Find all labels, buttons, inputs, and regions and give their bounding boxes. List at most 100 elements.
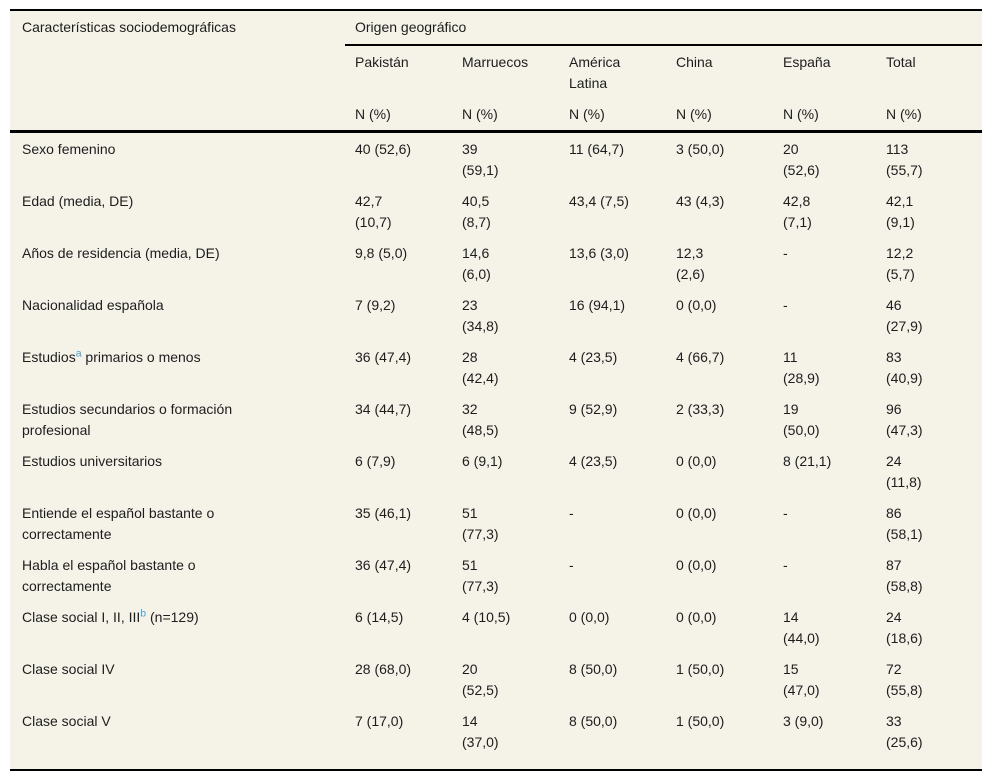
- table-cell: 35 (46,1): [355, 504, 412, 521]
- table-row: Nacionalidad española 7 (9,2) 23 (34,8) 16…: [10, 289, 982, 341]
- column-header-4: China: [676, 54, 713, 70]
- table-cell: -: [569, 556, 574, 573]
- table-cell: 42,8 (7,1): [783, 192, 812, 230]
- row-label-column-title: Características sociodemográficas: [10, 10, 345, 133]
- table-cell: 4 (10,5): [462, 608, 511, 625]
- table-cell: -: [783, 504, 788, 521]
- row-label-text: Sexo femenino: [22, 140, 116, 157]
- footnote-link[interactable]: b: [140, 606, 147, 619]
- table-row: Estudios universitarios 6 (7,9) 6 (9,1) 4 …: [10, 445, 982, 497]
- table-cell: -: [783, 296, 788, 313]
- table-cell: 0 (0,0): [676, 452, 717, 469]
- table-cell: 0 (0,0): [676, 556, 717, 573]
- table-cell: -: [569, 504, 574, 521]
- row-label-text: Clase social IV: [22, 660, 115, 677]
- unit-label: N (%): [666, 98, 773, 133]
- unit-label: N (%): [559, 98, 666, 133]
- table-row: Clase social I, II, IIIb (n=129) 6 (14,5…: [10, 601, 982, 653]
- table-cell: 0 (0,0): [569, 608, 610, 625]
- table-cell: 0 (0,0): [676, 296, 717, 313]
- row-label: Edad (media, DE): [10, 185, 345, 237]
- table-cell: 16 (94,1): [569, 296, 626, 313]
- table-cell: 28 (42,4): [462, 348, 499, 386]
- table-cell: 19 (50,0): [783, 400, 820, 438]
- row-label-text: Clase social I, II, III: [22, 608, 141, 625]
- row-label-suffix: (n=129): [146, 608, 199, 625]
- row-label-text: Estudios universitarios: [22, 452, 163, 469]
- row-label-suffix: primarios o menos: [81, 348, 201, 365]
- table-cell: 33 (25,6): [886, 712, 923, 750]
- table-row: Edad (media, DE) 42,7 (10,7) 40,5 (8,7) 43…: [10, 185, 982, 237]
- table-cell: 14 (37,0): [462, 712, 499, 750]
- table-cell: 23 (34,8): [462, 296, 499, 334]
- unit-label: N (%): [773, 98, 876, 133]
- table-cell: 6 (7,9): [355, 452, 396, 469]
- table-cell: 86 (58,1): [886, 504, 923, 542]
- table-row: Habla el español bastante o correctament…: [10, 549, 982, 601]
- sociodemographic-table-container: Características sociodemográficas Origen…: [10, 9, 983, 771]
- table-body: Sexo femenino 40 (52,6) 39 (59,1) 11 (64,7…: [10, 131, 982, 770]
- table-cell: 6 (9,1): [462, 452, 503, 469]
- row-label: Años de residencia (media, DE): [10, 237, 345, 289]
- table-cell: 9 (52,9): [569, 400, 618, 417]
- table-cell: 24 (18,6): [886, 608, 923, 646]
- table-cell: 43 (4,3): [676, 192, 725, 209]
- table-cell: 3 (50,0): [676, 140, 725, 157]
- table-cell: 1 (50,0): [676, 712, 725, 729]
- unit-row: N (%) N (%) N (%) N (%) N (%) N (%): [10, 98, 983, 133]
- table-cell: 11 (28,9): [783, 348, 820, 386]
- sociodemographic-table: Características sociodemográficas Origen…: [10, 9, 983, 771]
- table-cell: 2 (33,3): [676, 400, 725, 417]
- column-name-row: Pakistán Marruecos América Latina China Espa…: [10, 45, 982, 98]
- row-label: Entiende el español bastante o correctam…: [10, 497, 345, 549]
- table-cell: 1 (50,0): [676, 660, 725, 677]
- table-cell: 14,6 (6,0): [462, 244, 491, 282]
- table-cell: 72 (55,8): [886, 660, 923, 698]
- row-label-text: Entiende el español bastante o correctam…: [22, 504, 215, 542]
- unit-label: N (%): [345, 98, 452, 133]
- group-header-row: Características sociodemográficas Origen…: [10, 10, 983, 133]
- row-label-text: Clase social V: [22, 712, 111, 729]
- table-row: Estudiosa primarios o menos 36 (47,4) 28 …: [10, 341, 982, 393]
- row-label: Clase social IV: [10, 653, 345, 705]
- row-label-text: Estudios: [22, 348, 76, 365]
- table-cell: 36 (47,4): [355, 348, 412, 365]
- table-cell: 51 (77,3): [462, 504, 499, 542]
- table-cell: 96 (47,3): [886, 400, 923, 438]
- table-header: Características sociodemográficas Origen…: [10, 10, 983, 133]
- table-cell: 42,7 (10,7): [355, 192, 392, 230]
- column-header-5: España: [783, 54, 831, 70]
- table-cell: 4 (23,5): [569, 452, 618, 469]
- unit-label: N (%): [452, 98, 559, 133]
- table-cell: 43,4 (7,5): [569, 192, 629, 209]
- table-cell: 36 (47,4): [355, 556, 412, 573]
- unit-label: N (%): [876, 98, 983, 133]
- group-column-title: Origen geográfico: [345, 10, 983, 46]
- table-cell: 34 (44,7): [355, 400, 412, 417]
- table-row: Entiende el español bastante o correctam…: [10, 497, 982, 549]
- row-label-text: Edad (media, DE): [22, 192, 134, 209]
- table-cell: 12,2 (5,7): [886, 244, 915, 282]
- row-label-text: Habla el español bastante o correctament…: [22, 556, 196, 594]
- table-cell: 6 (14,5): [355, 608, 404, 625]
- table-cell: 8 (50,0): [569, 712, 618, 729]
- table-cell: 39 (59,1): [462, 140, 499, 178]
- table-cell: 51 (77,3): [462, 556, 499, 594]
- table-cell: 11 (64,7): [569, 140, 624, 157]
- row-label-text: Años de residencia (media, DE): [22, 244, 220, 261]
- table-cell: 15 (47,0): [783, 660, 820, 698]
- table-cell: 87 (58,8): [886, 556, 923, 594]
- table-cell: 40 (52,6): [355, 140, 412, 157]
- table-cell: 42,1 (9,1): [886, 192, 915, 230]
- table-row: Clase social IV 28 (68,0) 20 (52,5) 8 (50,…: [10, 653, 982, 705]
- table-cell: 3 (9,0): [783, 712, 824, 729]
- column-header-6: Total: [886, 54, 916, 70]
- row-label: Estudiosa primarios o menos: [10, 341, 345, 393]
- table-cell: 13,6 (3,0): [569, 244, 629, 261]
- table-cell: 4 (23,5): [569, 348, 618, 365]
- footnote-link[interactable]: a: [75, 346, 82, 359]
- row-label: Sexo femenino: [10, 131, 345, 185]
- table-cell: 14 (44,0): [783, 608, 820, 646]
- table-row: Años de residencia (media, DE) 9,8 (5,0)…: [10, 237, 982, 289]
- table-cell: 8 (21,1): [783, 452, 832, 469]
